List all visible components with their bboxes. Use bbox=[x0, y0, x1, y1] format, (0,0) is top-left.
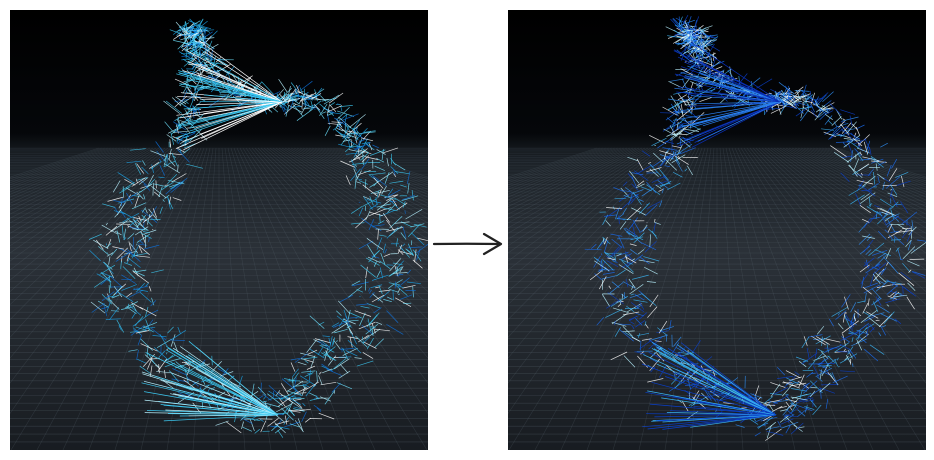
pose-graph-edges bbox=[88, 18, 428, 438]
panel-after bbox=[508, 10, 926, 450]
floor-grid bbox=[10, 147, 428, 450]
right-arrow-icon bbox=[432, 232, 503, 256]
panel-before bbox=[10, 10, 428, 450]
pose-graph-render-before bbox=[10, 10, 428, 450]
pose-graph-edges bbox=[584, 14, 926, 441]
pose-graph-render-after bbox=[508, 10, 926, 450]
